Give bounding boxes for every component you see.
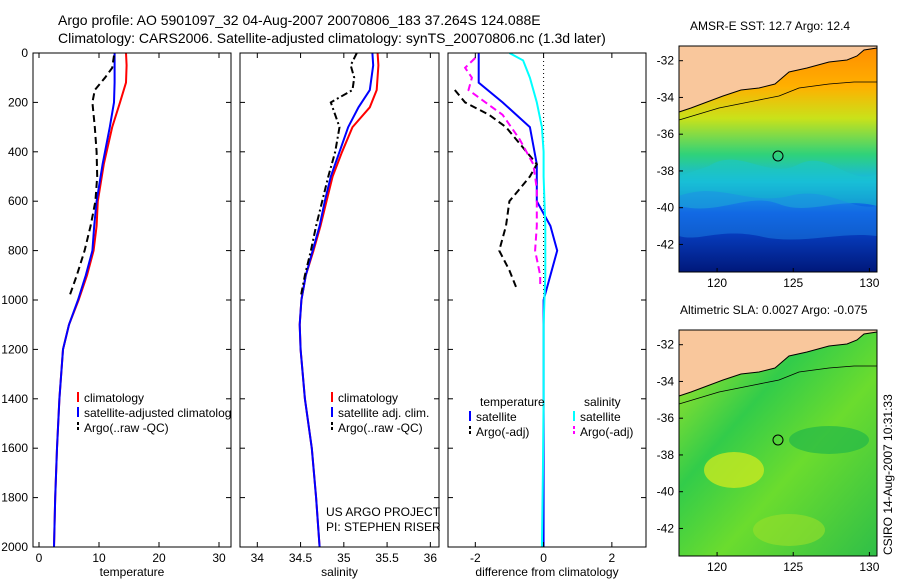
x-tick-label: 0 [36, 551, 43, 565]
map-y-tick-label: -40 [657, 485, 675, 499]
map-x-tick-label: 130 [859, 560, 879, 574]
map-y-tick-label: -38 [657, 448, 675, 462]
sst-warm-patch [679, 159, 877, 209]
x-tick-label: 34 [251, 551, 265, 565]
map-y-tick-label: -34 [657, 374, 675, 388]
sst-isobath [678, 81, 877, 121]
map-y-tick-label: -36 [657, 411, 675, 425]
legend-entry: satellite adj. clim. [338, 406, 429, 420]
legend-entry: satellite [476, 410, 517, 424]
x-axis-label: salinity [321, 565, 358, 579]
series-line-salinity-satellite [508, 53, 547, 547]
y-tick-label: 600 [8, 194, 28, 208]
sst-land [679, 46, 877, 112]
map-y-tick-label: -42 [657, 521, 675, 535]
legend-entry: climatology [84, 391, 144, 405]
x-tick-label: 35.5 [375, 551, 399, 565]
y-tick-label: 1200 [1, 342, 28, 356]
map-x-tick-label: 125 [783, 276, 803, 290]
x-axis-label: temperature [100, 565, 165, 579]
map-x-tick-label: 130 [859, 276, 879, 290]
x-tick-label: 35 [337, 551, 351, 565]
y-tick-label: 400 [8, 145, 28, 159]
sst-map-title: AMSR-E SST: 12.7 Argo: 12.4 [690, 19, 850, 33]
altimetric-sla-map-panel: Altimetric SLA: 0.0027 Argo: -0.075 120 1… [657, 303, 880, 574]
map-x-tick-label: 125 [783, 560, 803, 574]
figure-title-line2: Climatology: CARS2006. Satellite-adjuste… [58, 30, 606, 46]
legend-entry: satellite [580, 410, 621, 424]
x-tick-label: 20 [152, 551, 166, 565]
x-tick-label: 0 [540, 551, 547, 565]
amsr-sst-map-panel: AMSR-E SST: 12.7 Argo: 12.4 120 125 130 -32… [657, 19, 880, 290]
x-tick-label: -2 [470, 551, 481, 565]
map-y-tick-label: -36 [657, 127, 675, 141]
sla-isobath [678, 365, 877, 405]
sst-map-frame [678, 45, 878, 273]
sst-argo-marker [772, 150, 784, 162]
sst-map-ticks: 120 125 130 -32 -34 -36 -38 -40 -42 [657, 54, 880, 290]
project-label: US ARGO PROJECT [326, 505, 441, 519]
y-tick-label: 1400 [1, 392, 28, 406]
salinity-profile-panel: 34 34.5 35 35.5 36 salinity climatologysatelli… [239, 52, 440, 579]
series-line-temperature-argo-adj- [454, 89, 539, 288]
series-line-argo-raw-qc- [68, 55, 115, 298]
axes-frame [32, 52, 232, 548]
sla-land [679, 330, 877, 396]
map-y-tick-label: -42 [657, 237, 675, 251]
legend-heading: salinity [584, 395, 621, 409]
sla-map-frame [678, 329, 878, 557]
sla-coastline [678, 331, 878, 397]
y-tick-label: 0 [21, 46, 28, 60]
map-x-tick-label: 120 [707, 276, 727, 290]
timestamp-label: CSIRO 14-Aug-2007 10:31:33 [881, 394, 895, 555]
x-tick-label: 30 [212, 551, 226, 565]
x-tick-label: 10 [92, 551, 106, 565]
map-y-tick-label: -32 [657, 54, 675, 68]
map-y-tick-label: -38 [657, 164, 675, 178]
sla-high-patch-2 [753, 514, 825, 546]
series-line-climatology [53, 53, 128, 547]
y-tick-label: 200 [8, 95, 28, 109]
y-tick-label: 2000 [1, 540, 28, 554]
y-tick-label: 1800 [1, 491, 28, 505]
y-tick-label: 1000 [1, 293, 28, 307]
sst-coastline [678, 47, 878, 113]
legend-entry: Argo(..raw -QC) [84, 421, 169, 435]
sla-argo-marker [772, 434, 784, 446]
sla-map-title: Altimetric SLA: 0.0027 Argo: -0.075 [680, 303, 868, 317]
x-tick-label: 2 [609, 551, 616, 565]
map-y-tick-label: -40 [657, 201, 675, 215]
series-line-satellite-adj-clim- [298, 53, 375, 547]
sla-low-patch [789, 426, 869, 454]
legend-entry: Argo(..raw -QC) [338, 421, 423, 435]
legend-entry: Argo(-adj) [580, 425, 633, 439]
difference-legend: temperaturesatelliteArgo(-adj)salinitysa… [469, 395, 633, 439]
series-line-salinity-argo-adj- [463, 57, 542, 288]
x-axis-label: difference from climatology [475, 565, 618, 579]
legend-entry: climatology [338, 391, 398, 405]
axes-frame [447, 52, 647, 548]
y-tick-label: 800 [8, 244, 28, 258]
legend-entry: satellite-adjusted climatology [84, 406, 237, 420]
sla-high-patch [704, 452, 764, 488]
y-tick-label: 1600 [1, 441, 28, 455]
temperature-profile-panel: 0 10 20 30 temperature 0 200 400 600 800 1000 1200 1… [1, 46, 237, 579]
pi-label: PI: STEPHEN RISER [326, 520, 441, 534]
map-y-tick-label: -34 [657, 90, 675, 104]
figure-title-line1: Argo profile: AO 5901097_32 04-Aug-2007 … [58, 12, 541, 28]
legend-entry: Argo(-adj) [476, 425, 529, 439]
map-y-tick-label: -32 [657, 338, 675, 352]
x-tick-label: 34.5 [289, 551, 313, 565]
sla-map-ticks: 120 125 130 -32 -34 -36 -38 -40 -42 [657, 338, 880, 574]
sst-cool-patch [679, 191, 877, 240]
map-x-tick-label: 120 [707, 560, 727, 574]
series-line-satellite-adjusted-climatology [53, 53, 116, 547]
series-line-argo-raw-qc- [299, 53, 358, 298]
legend-heading: temperature [480, 395, 545, 409]
x-tick-label: 36 [424, 551, 438, 565]
